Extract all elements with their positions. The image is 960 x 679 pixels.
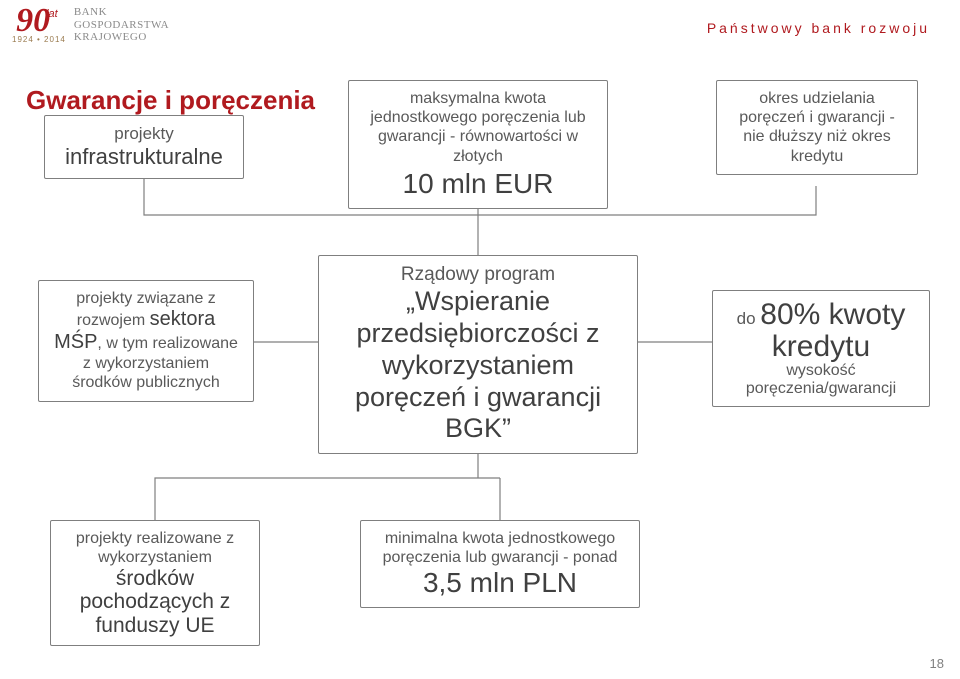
box-kwota-kredytu: do 80% kwoty kredytu wysokość poręczenia… bbox=[712, 290, 930, 407]
logo-years: 90 bbox=[16, 2, 50, 39]
box-infrastruktura: projekty infrastrukturalne bbox=[44, 115, 244, 179]
tagline: Państwowy bank rozwoju bbox=[707, 20, 930, 36]
value: infrastrukturalne bbox=[57, 144, 231, 170]
logo-lat: lat bbox=[46, 8, 58, 20]
page-title: Gwarancje i poręczenia bbox=[26, 85, 315, 116]
label: minimalna kwota jednostkowego poręczenia… bbox=[373, 529, 627, 567]
logo-line1: BANK bbox=[74, 6, 169, 19]
label: projekty realizowane z wykorzystaniem bbox=[63, 529, 247, 567]
value: 3,5 mln PLN bbox=[373, 567, 627, 599]
value: środków pochodzących z funduszy UE bbox=[63, 567, 247, 636]
value: „Wspieranie przedsiębiorczości z wykorzy… bbox=[331, 286, 625, 445]
label: Rządowy program bbox=[331, 264, 625, 286]
logo-mark: 90lat 1924 • 2014 bbox=[12, 6, 66, 44]
box-fundusze-ue: projekty realizowane z wykorzystaniem śr… bbox=[50, 520, 260, 646]
box-rzadowy-program: Rządowy program „Wspieranie przedsiębior… bbox=[318, 255, 638, 454]
box-minimalna-kwota: minimalna kwota jednostkowego poręczenia… bbox=[360, 520, 640, 608]
big: 80% kwoty kredytu bbox=[760, 298, 905, 363]
value: 10 mln EUR bbox=[361, 168, 595, 200]
pre: do bbox=[737, 309, 761, 328]
label: maksymalna kwota jednostkowego poręczeni… bbox=[361, 89, 595, 166]
box-okres-udzielania: okres udzielania poręczeń i gwarancji - … bbox=[716, 80, 918, 175]
logo-text: BANK GOSPODARSTWA KRAJOWEGO bbox=[74, 6, 169, 44]
bank-logo: 90lat 1924 • 2014 BANK GOSPODARSTWA KRAJ… bbox=[12, 6, 169, 44]
logo-line2: GOSPODARSTWA bbox=[74, 19, 169, 32]
box-maksymalna-kwota: maksymalna kwota jednostkowego poręczeni… bbox=[348, 80, 608, 209]
post: , w tym realizowane z wykorzystaniem śro… bbox=[72, 335, 238, 391]
page-number: 18 bbox=[930, 656, 944, 671]
label: okres udzielania poręczeń i gwarancji - … bbox=[729, 89, 905, 166]
sub: wysokość poręczenia/gwarancji bbox=[725, 362, 917, 398]
box-sektor-msp: projekty związane z rozwojem sektora MŚP… bbox=[38, 280, 254, 402]
logo-line3: KRAJOWEGO bbox=[74, 31, 169, 44]
label: projekty bbox=[57, 124, 231, 144]
